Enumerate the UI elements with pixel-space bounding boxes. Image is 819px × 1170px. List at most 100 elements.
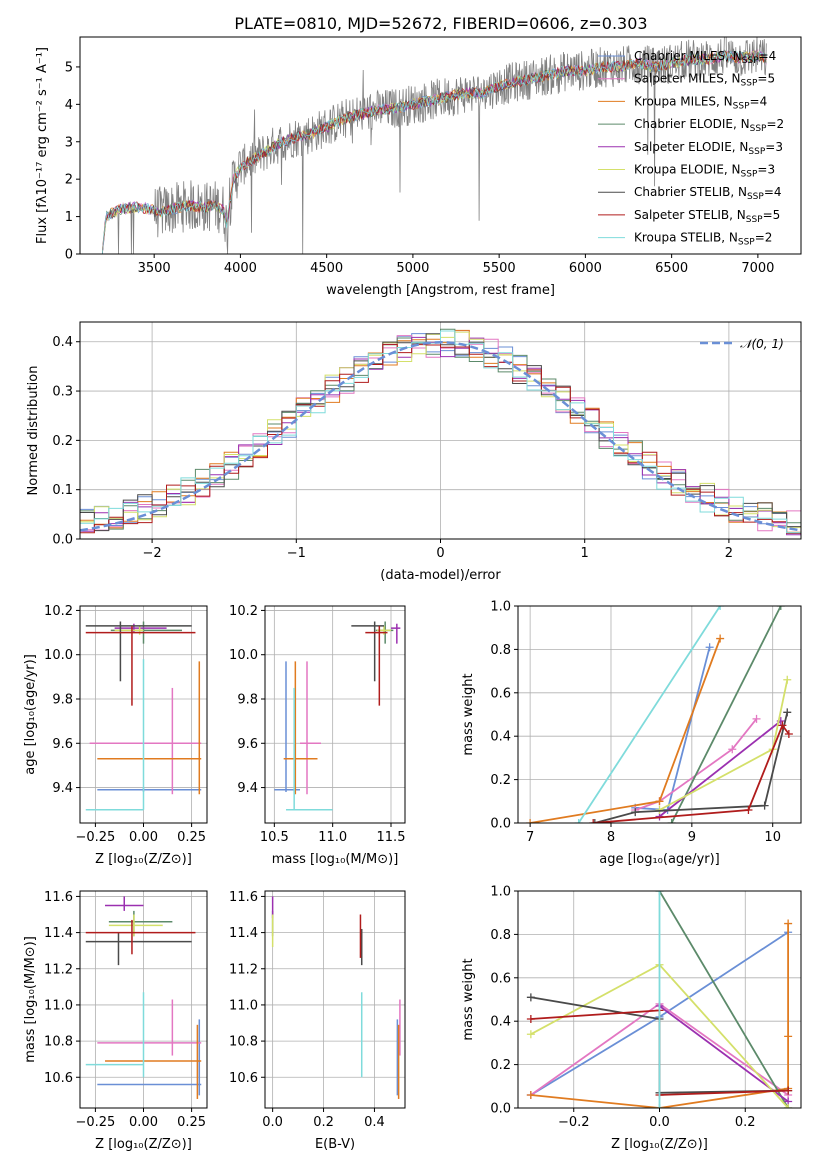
y-tick-label: 3 bbox=[65, 135, 73, 150]
x-tick-label: 0.0 bbox=[262, 1115, 283, 1130]
y-tick-label: 11.4 bbox=[44, 926, 73, 941]
x-axis-label: wavelength [Angstrom, rest frame] bbox=[326, 283, 555, 298]
panel-mass_vs_Z: −0.25 0.00 0.25 10.6 10.8 11.0 11.2 11.4 11.6 Z [… bbox=[23, 890, 208, 1152]
grid bbox=[265, 606, 405, 823]
panel-spectrum: 3500 4000 4500 5000 5500 6000 6500 7000 0 1 2 3 4 5 wa… bbox=[35, 36, 802, 298]
mass-weight-series-8 bbox=[574, 606, 725, 823]
x-axis-label: E(B-V) bbox=[315, 1137, 355, 1152]
y-tick-label: 0.1 bbox=[52, 483, 73, 498]
y-tick-label: 0.2 bbox=[52, 434, 73, 449]
x-tick-label: 0.4 bbox=[364, 1115, 385, 1130]
errorbar-point-7 bbox=[365, 625, 388, 706]
legend-subscript: SSP bbox=[750, 124, 767, 134]
legend-value: =3 bbox=[765, 140, 783, 154]
plus-marker bbox=[776, 606, 785, 610]
legend-value: =4 bbox=[750, 94, 768, 108]
legend-value: =4 bbox=[764, 185, 782, 199]
plus-marker bbox=[784, 919, 793, 928]
panel-age_vs_mass: 10.5 11.0 11.5 9.4 9.6 9.8 10.0 10.2 mass [log₁₀… bbox=[229, 604, 406, 867]
errorbar-point-6 bbox=[85, 932, 192, 966]
errorbar-point-1 bbox=[97, 999, 202, 1056]
x-tick-label: 7000 bbox=[741, 261, 774, 276]
errorbar-point-6 bbox=[351, 621, 384, 682]
y-tick-label: 11.6 bbox=[44, 890, 73, 905]
x-tick-label: 0.00 bbox=[129, 830, 158, 845]
plot-area bbox=[274, 621, 401, 811]
x-tick-label: 11.5 bbox=[377, 830, 406, 845]
plus-marker bbox=[705, 643, 714, 652]
plus-marker bbox=[728, 745, 737, 754]
legend-text: Chabrier ELODIE, N bbox=[634, 117, 750, 131]
plus-marker bbox=[526, 1015, 535, 1024]
legend-label: Kroupa STELIB, NSSP=2 bbox=[634, 231, 772, 248]
grid bbox=[265, 891, 405, 1108]
plus-marker bbox=[784, 1032, 793, 1041]
legend-text: Kroupa MILES, N bbox=[634, 94, 733, 108]
legend-value: =2 bbox=[755, 231, 773, 245]
plus-marker bbox=[526, 819, 535, 823]
errorbar-point-4 bbox=[391, 623, 401, 644]
y-tick-label: 1.0 bbox=[490, 885, 511, 900]
plus-marker bbox=[716, 606, 725, 610]
legend-text: Salpeter STELIB, N bbox=[634, 208, 746, 222]
legend-label: Kroupa MILES, NSSP=4 bbox=[634, 94, 767, 111]
plus-marker bbox=[783, 708, 792, 717]
axes-frame bbox=[79, 36, 802, 255]
y-axis-label: Normed distribution bbox=[26, 366, 41, 496]
x-axis-label: Z [log₁₀(Z/Z⊙)] bbox=[95, 1137, 192, 1152]
plot-area bbox=[102, 37, 767, 254]
errorbar-point-0 bbox=[97, 1019, 202, 1096]
plus-marker bbox=[589, 819, 598, 823]
axes: 7 8 9 10 0.0 0.2 0.4 0.6 0.8 1.0 age [log₁₀(age/yr… bbox=[461, 600, 802, 867]
errorbar-point-1 bbox=[300, 661, 321, 795]
series-line bbox=[658, 720, 782, 818]
x-axis-label: mass [log₁₀(M/M⊙)] bbox=[272, 852, 399, 867]
errorbar-point-2 bbox=[283, 661, 318, 795]
x-tick-label: 8 bbox=[607, 830, 615, 845]
y-tick-label: 11.0 bbox=[44, 998, 73, 1013]
legend-text: Chabrier MILES, N bbox=[634, 49, 742, 63]
legend-label: Chabrier MILES, NSSP=4 bbox=[634, 49, 776, 66]
plus-marker bbox=[667, 819, 676, 823]
y-tick-label: 4 bbox=[65, 98, 73, 113]
y-tick-label: 0.4 bbox=[490, 1015, 511, 1030]
y-axis-label: Flux [fλ10⁻¹⁷ erg cm⁻² s⁻¹ A⁻¹] bbox=[35, 47, 50, 244]
panel-massweight_vs_age: 7 8 9 10 0.0 0.2 0.4 0.6 0.8 1.0 age [log₁₀(age/yr… bbox=[461, 600, 802, 867]
x-tick-label: 1 bbox=[581, 546, 589, 561]
y-axis-label: mass weight bbox=[461, 673, 476, 755]
y-tick-label: 10.0 bbox=[44, 648, 73, 663]
x-tick-label: −2 bbox=[143, 546, 162, 561]
y-tick-label: 10.8 bbox=[44, 1035, 73, 1050]
axes: −0.2 0.0 0.2 0.0 0.2 0.4 0.6 0.8 1.0 Z [log₁₀(Z/Z… bbox=[461, 885, 802, 1152]
x-tick-label: 0.25 bbox=[177, 830, 206, 845]
y-tick-label: 10.8 bbox=[229, 1035, 258, 1050]
y-tick-label: 10.6 bbox=[44, 1071, 73, 1086]
x-tick-label: 2 bbox=[725, 546, 733, 561]
errorbar-point-8 bbox=[85, 659, 145, 811]
x-tick-label: 10.5 bbox=[260, 830, 289, 845]
legend-subscript: SSP bbox=[741, 170, 758, 180]
legend-text: Salpeter ELODIE, N bbox=[634, 140, 748, 154]
y-tick-label: 2 bbox=[65, 173, 73, 188]
axes-frame bbox=[264, 605, 406, 824]
y-tick-label: 0.0 bbox=[490, 817, 511, 832]
y-tick-label: 0.3 bbox=[52, 385, 73, 400]
legend-label: Salpeter MILES, NSSP=5 bbox=[634, 72, 775, 89]
legend-label: Chabrier STELIB, NSSP=4 bbox=[634, 185, 782, 202]
legend-text: Kroupa STELIB, N bbox=[634, 231, 738, 245]
legend-label: Salpeter ELODIE, NSSP=3 bbox=[634, 140, 783, 157]
legend-subscript: SSP bbox=[742, 56, 759, 66]
y-tick-label: 0.2 bbox=[490, 1058, 511, 1073]
x-tick-label: 6000 bbox=[569, 261, 602, 276]
series-line bbox=[594, 712, 789, 823]
axes-frame bbox=[264, 890, 406, 1109]
plot-area bbox=[85, 896, 202, 1099]
y-tick-label: 0.4 bbox=[52, 335, 73, 350]
legend-label: 𝒩(0, 1) bbox=[740, 337, 784, 351]
y-tick-label: 9.6 bbox=[237, 737, 258, 752]
legend-value: =4 bbox=[759, 49, 777, 63]
plus-marker bbox=[783, 675, 792, 684]
errorbar-point-1 bbox=[89, 687, 202, 795]
x-tick-label: 0.00 bbox=[129, 1115, 158, 1130]
legend-text: Salpeter MILES, N bbox=[634, 72, 741, 86]
